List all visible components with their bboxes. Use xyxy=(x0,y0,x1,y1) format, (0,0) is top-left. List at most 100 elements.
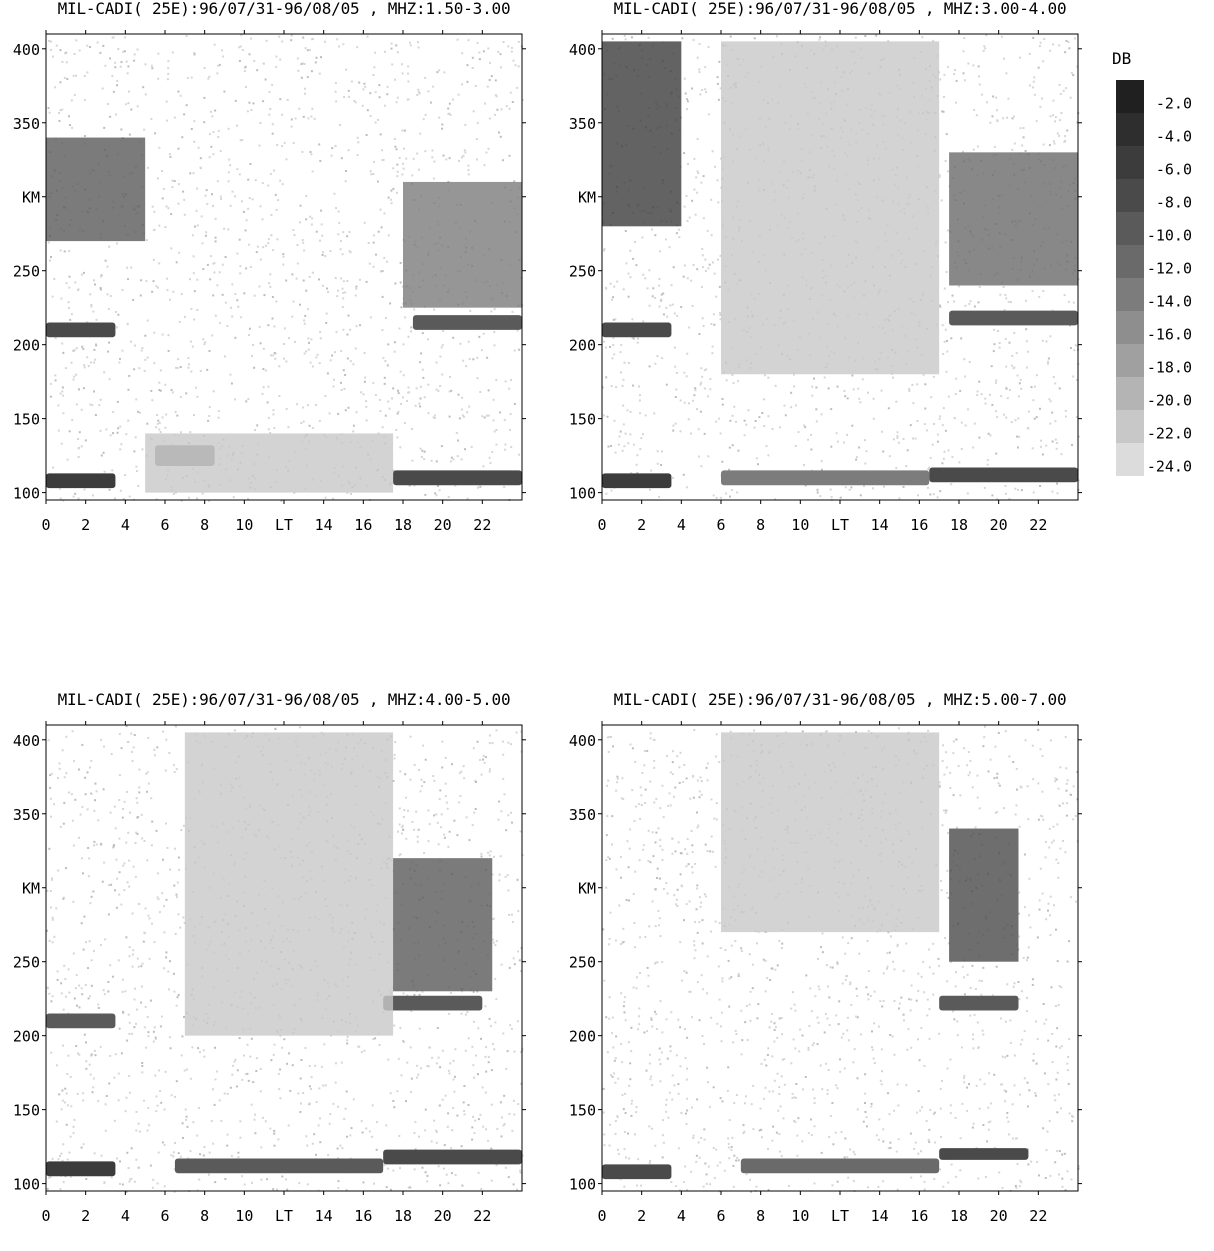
x-axis-label: LT xyxy=(275,516,293,534)
x-tick-label: 4 xyxy=(121,1207,130,1225)
echo-region xyxy=(721,41,939,374)
echo-layer xyxy=(46,473,115,488)
x-tick-label: 14 xyxy=(871,516,889,534)
echo-layer xyxy=(46,1161,115,1176)
x-tick-label: 14 xyxy=(315,1207,333,1225)
y-tick-label: 250 xyxy=(569,263,596,281)
ionogram-panel-2: MIL-CADI( 25E):96/07/31-96/08/05 , MHZ:3… xyxy=(556,0,1156,560)
echo-layer xyxy=(939,1148,1028,1160)
echo-region xyxy=(721,732,939,932)
colorbar: -2.0-4.0-6.0-8.0-10.0-12.0-14.0-16.0-18.… xyxy=(1104,46,1214,496)
echo-region xyxy=(403,182,522,308)
x-tick-label: 14 xyxy=(871,1207,889,1225)
x-tick-label: 2 xyxy=(637,516,646,534)
x-tick-label: 10 xyxy=(791,1207,809,1225)
colorbar-label: -24.0 xyxy=(1147,458,1192,476)
x-tick-label: 2 xyxy=(81,1207,90,1225)
colorbar-swatch xyxy=(1116,410,1144,443)
x-tick-label: 10 xyxy=(235,1207,253,1225)
x-tick-label: 18 xyxy=(394,1207,412,1225)
x-tick-label: 10 xyxy=(235,516,253,534)
y-tick-label: 100 xyxy=(569,1176,596,1194)
echo-layer xyxy=(383,1150,522,1165)
y-tick-label: 150 xyxy=(569,1102,596,1120)
x-tick-label: 20 xyxy=(990,516,1008,534)
colorbar-swatch xyxy=(1116,278,1144,311)
colorbar-label: -16.0 xyxy=(1147,326,1192,344)
y-tick-label: 250 xyxy=(13,954,40,972)
y-axis-label: KM xyxy=(22,880,40,898)
y-tick-label: 100 xyxy=(13,1176,40,1194)
colorbar-swatch xyxy=(1116,443,1144,476)
ionogram-panel-1: MIL-CADI( 25E):96/07/31-96/08/05 , MHZ:1… xyxy=(0,0,600,560)
y-tick-label: 350 xyxy=(569,115,596,133)
echo-region xyxy=(949,152,1078,285)
colorbar-swatch xyxy=(1116,311,1144,344)
x-tick-label: 0 xyxy=(597,516,606,534)
colorbar-swatch xyxy=(1116,80,1144,113)
echo-layer xyxy=(602,1164,671,1179)
colorbar-label: -12.0 xyxy=(1147,260,1192,278)
x-tick-label: 4 xyxy=(677,516,686,534)
y-tick-label: 400 xyxy=(13,732,40,750)
echo-region xyxy=(602,41,681,226)
x-axis-label: LT xyxy=(275,1207,293,1225)
y-axis-label: KM xyxy=(22,189,40,207)
echo-layer xyxy=(939,996,1018,1011)
y-tick-label: 100 xyxy=(13,485,40,503)
x-tick-label: 18 xyxy=(394,516,412,534)
echo-layer xyxy=(46,322,115,337)
colorbar-label: -14.0 xyxy=(1147,293,1192,311)
colorbar-swatch xyxy=(1116,245,1144,278)
db-colorbar-legend: DB -2.0-4.0-6.0-8.0-10.0-12.0-14.0-16.0-… xyxy=(1104,46,1214,496)
echo-layer xyxy=(383,996,482,1011)
echo-layer xyxy=(413,315,522,330)
x-axis-label: LT xyxy=(831,516,849,534)
x-tick-label: 18 xyxy=(950,516,968,534)
x-tick-label: 14 xyxy=(315,516,333,534)
echo-layer xyxy=(949,311,1078,326)
echo-region xyxy=(46,138,145,242)
y-axis-label: KM xyxy=(578,880,596,898)
echo-layer xyxy=(741,1158,939,1173)
x-tick-label: 4 xyxy=(121,516,130,534)
colorbar-swatch xyxy=(1116,146,1144,179)
x-tick-label: 10 xyxy=(791,516,809,534)
colorbar-label: -4.0 xyxy=(1156,128,1192,146)
y-tick-label: 150 xyxy=(569,411,596,429)
colorbar-swatch xyxy=(1116,113,1144,146)
x-tick-label: 6 xyxy=(160,516,169,534)
colorbar-label: -10.0 xyxy=(1147,227,1192,245)
colorbar-swatch xyxy=(1116,344,1144,377)
x-tick-label: 16 xyxy=(910,516,928,534)
y-tick-label: 200 xyxy=(569,1028,596,1046)
echo-layer xyxy=(393,470,522,485)
x-tick-label: 0 xyxy=(41,1207,50,1225)
echo-layer xyxy=(175,1158,383,1173)
x-tick-label: 22 xyxy=(1029,1207,1047,1225)
echo-region xyxy=(185,732,393,1035)
y-axis-label: KM xyxy=(578,189,596,207)
y-tick-label: 250 xyxy=(569,954,596,972)
x-tick-label: 8 xyxy=(756,516,765,534)
echo-layer xyxy=(929,467,1078,482)
x-tick-label: 20 xyxy=(990,1207,1008,1225)
x-tick-label: 8 xyxy=(200,1207,209,1225)
x-tick-label: 22 xyxy=(473,1207,491,1225)
y-tick-label: 250 xyxy=(13,263,40,281)
colorbar-label: -18.0 xyxy=(1147,359,1192,377)
y-tick-label: 100 xyxy=(569,485,596,503)
x-tick-label: 6 xyxy=(160,1207,169,1225)
x-tick-label: 16 xyxy=(910,1207,928,1225)
echo-layer xyxy=(721,470,929,485)
x-tick-label: 16 xyxy=(354,1207,372,1225)
y-tick-label: 400 xyxy=(569,732,596,750)
y-tick-label: 200 xyxy=(569,337,596,355)
x-tick-label: 6 xyxy=(716,1207,725,1225)
colorbar-label: -6.0 xyxy=(1156,161,1192,179)
y-tick-label: 200 xyxy=(13,337,40,355)
y-tick-label: 350 xyxy=(13,806,40,824)
